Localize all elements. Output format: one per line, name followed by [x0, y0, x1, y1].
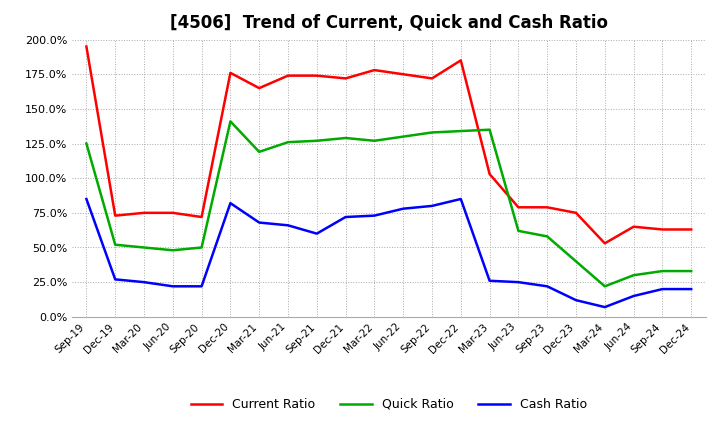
Line: Current Ratio: Current Ratio: [86, 47, 691, 243]
Current Ratio: [687, 227, 696, 232]
Quick Ratio: [543, 234, 552, 239]
Cash Ratio: [456, 196, 465, 202]
Current Ratio: [428, 76, 436, 81]
Quick Ratio: [341, 136, 350, 141]
Cash Ratio: [399, 206, 408, 211]
Quick Ratio: [600, 284, 609, 289]
Quick Ratio: [687, 268, 696, 274]
Current Ratio: [399, 72, 408, 77]
Cash Ratio: [111, 277, 120, 282]
Current Ratio: [514, 205, 523, 210]
Current Ratio: [82, 44, 91, 49]
Cash Ratio: [341, 214, 350, 220]
Current Ratio: [284, 73, 292, 78]
Cash Ratio: [687, 286, 696, 292]
Quick Ratio: [226, 119, 235, 124]
Current Ratio: [255, 85, 264, 91]
Cash Ratio: [370, 213, 379, 218]
Cash Ratio: [428, 203, 436, 209]
Current Ratio: [197, 214, 206, 220]
Cash Ratio: [312, 231, 321, 236]
Legend: Current Ratio, Quick Ratio, Cash Ratio: Current Ratio, Quick Ratio, Cash Ratio: [186, 393, 592, 416]
Quick Ratio: [255, 149, 264, 154]
Cash Ratio: [284, 223, 292, 228]
Current Ratio: [370, 67, 379, 73]
Current Ratio: [456, 58, 465, 63]
Quick Ratio: [629, 272, 638, 278]
Current Ratio: [543, 205, 552, 210]
Quick Ratio: [485, 127, 494, 132]
Current Ratio: [572, 210, 580, 216]
Current Ratio: [312, 73, 321, 78]
Cash Ratio: [629, 293, 638, 299]
Current Ratio: [600, 241, 609, 246]
Cash Ratio: [226, 201, 235, 206]
Quick Ratio: [284, 139, 292, 145]
Current Ratio: [226, 70, 235, 76]
Line: Quick Ratio: Quick Ratio: [86, 121, 691, 286]
Cash Ratio: [485, 278, 494, 283]
Cash Ratio: [255, 220, 264, 225]
Cash Ratio: [514, 279, 523, 285]
Title: [4506]  Trend of Current, Quick and Cash Ratio: [4506] Trend of Current, Quick and Cash …: [170, 15, 608, 33]
Current Ratio: [658, 227, 667, 232]
Current Ratio: [168, 210, 177, 216]
Quick Ratio: [111, 242, 120, 247]
Quick Ratio: [370, 138, 379, 143]
Current Ratio: [341, 76, 350, 81]
Cash Ratio: [140, 279, 148, 285]
Quick Ratio: [399, 134, 408, 139]
Cash Ratio: [572, 297, 580, 303]
Current Ratio: [111, 213, 120, 218]
Cash Ratio: [658, 286, 667, 292]
Quick Ratio: [572, 259, 580, 264]
Quick Ratio: [168, 248, 177, 253]
Quick Ratio: [197, 245, 206, 250]
Current Ratio: [140, 210, 148, 216]
Quick Ratio: [82, 141, 91, 146]
Current Ratio: [485, 172, 494, 177]
Cash Ratio: [82, 196, 91, 202]
Quick Ratio: [514, 228, 523, 234]
Quick Ratio: [428, 130, 436, 135]
Cash Ratio: [543, 284, 552, 289]
Current Ratio: [629, 224, 638, 229]
Cash Ratio: [168, 284, 177, 289]
Cash Ratio: [197, 284, 206, 289]
Quick Ratio: [456, 128, 465, 134]
Quick Ratio: [658, 268, 667, 274]
Quick Ratio: [140, 245, 148, 250]
Cash Ratio: [600, 304, 609, 310]
Line: Cash Ratio: Cash Ratio: [86, 199, 691, 307]
Quick Ratio: [312, 138, 321, 143]
